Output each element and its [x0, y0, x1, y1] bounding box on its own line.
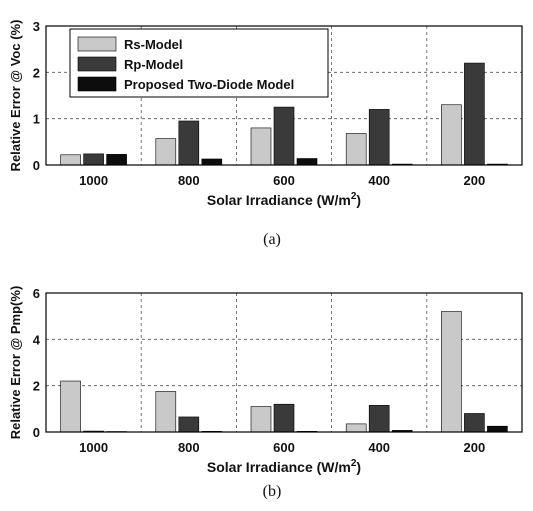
bar-rp-model-800 — [178, 120, 200, 166]
plot-frame — [45, 25, 523, 166]
chart-voc-error: 0 1 2 3 1000 800 600 400 200 Solar Irradiance (W/… — [8, 19, 523, 248]
y-ticks: 0 2 4 6 — [33, 286, 41, 440]
bar-rs-model-800 — [155, 138, 177, 166]
x-tick-label: 600 — [273, 173, 295, 188]
bar-rs-model-400 — [345, 133, 367, 166]
x-tick-label: 200 — [464, 173, 486, 188]
bar-rp-model-600 — [273, 403, 295, 433]
legend-swatch — [77, 36, 117, 52]
legend-swatch — [77, 56, 117, 72]
bar-rp-model-600 — [273, 106, 295, 166]
x-tick-label: 400 — [368, 440, 390, 455]
bar-proposed-two-diode-model-1000 — [106, 154, 127, 166]
y-axis-label: Relative Error @ Voc (%) — [8, 20, 23, 172]
bar-rs-model-1000 — [60, 380, 81, 433]
y-tick-label: 4 — [33, 332, 41, 347]
bar-proposed-two-diode-model-200 — [487, 425, 508, 433]
y-tick-label: 0 — [33, 425, 40, 440]
bar-rs-model-600 — [250, 127, 272, 166]
y-tick-label: 0 — [33, 158, 40, 173]
bar-rs-model-200 — [441, 311, 462, 433]
figure-caption: (b) — [263, 483, 282, 500]
bar-proposed-two-diode-model-600 — [296, 158, 318, 166]
y-axis-label: Relative Error @ Pmp(%) — [8, 286, 23, 440]
legend-swatch — [77, 76, 117, 92]
figure-caption: (a) — [263, 231, 281, 248]
y-tick-label: 2 — [33, 65, 40, 80]
bar-rp-model-1000 — [83, 153, 104, 166]
bar-rp-model-200 — [464, 62, 485, 166]
x-tick-label: 800 — [178, 440, 200, 455]
plot-frame — [45, 292, 523, 433]
y-tick-label: 1 — [33, 112, 40, 127]
bar-rp-model-400 — [368, 405, 390, 433]
bars — [60, 311, 508, 433]
x-tick-label: 1000 — [79, 440, 108, 455]
y-tick-label: 2 — [33, 379, 40, 394]
bar-rp-model-200 — [464, 413, 485, 433]
x-tick-label: 600 — [273, 440, 295, 455]
bar-rp-model-400 — [368, 109, 390, 166]
x-tick-label: 400 — [368, 173, 390, 188]
legend: Rs-Model Rp-Model Proposed Two-Diode Model — [69, 28, 329, 98]
bar-rs-model-200 — [441, 104, 462, 166]
x-axis-label: Solar Irradiance (W/m2) — [207, 458, 361, 475]
legend-label: Proposed Two-Diode Model — [124, 77, 294, 92]
y-tick-label: 3 — [33, 19, 40, 34]
x-axis-label: Solar Irradiance (W/m2) — [207, 191, 361, 208]
bar-rs-model-800 — [155, 391, 177, 433]
x-tick-label: 1000 — [79, 173, 108, 188]
legend-label: Rs-Model — [124, 37, 183, 52]
bar-rs-model-400 — [345, 423, 367, 433]
bar-rp-model-800 — [178, 416, 200, 433]
x-ticks: 1000 800 600 400 200 — [79, 440, 485, 455]
y-ticks: 0 1 2 3 — [33, 19, 40, 173]
legend-label: Rp-Model — [124, 57, 183, 72]
x-tick-label: 200 — [464, 440, 486, 455]
bar-proposed-two-diode-model-800 — [201, 158, 223, 166]
x-ticks: 1000 800 600 400 200 — [79, 173, 485, 188]
bar-rs-model-1000 — [60, 154, 81, 166]
bar-rs-model-600 — [250, 406, 272, 433]
chart-pmp-error: 0 2 4 6 1000 800 600 400 200 Solar Irradiance (W/… — [8, 286, 523, 500]
x-tick-label: 800 — [178, 173, 200, 188]
y-tick-label: 6 — [33, 286, 40, 301]
